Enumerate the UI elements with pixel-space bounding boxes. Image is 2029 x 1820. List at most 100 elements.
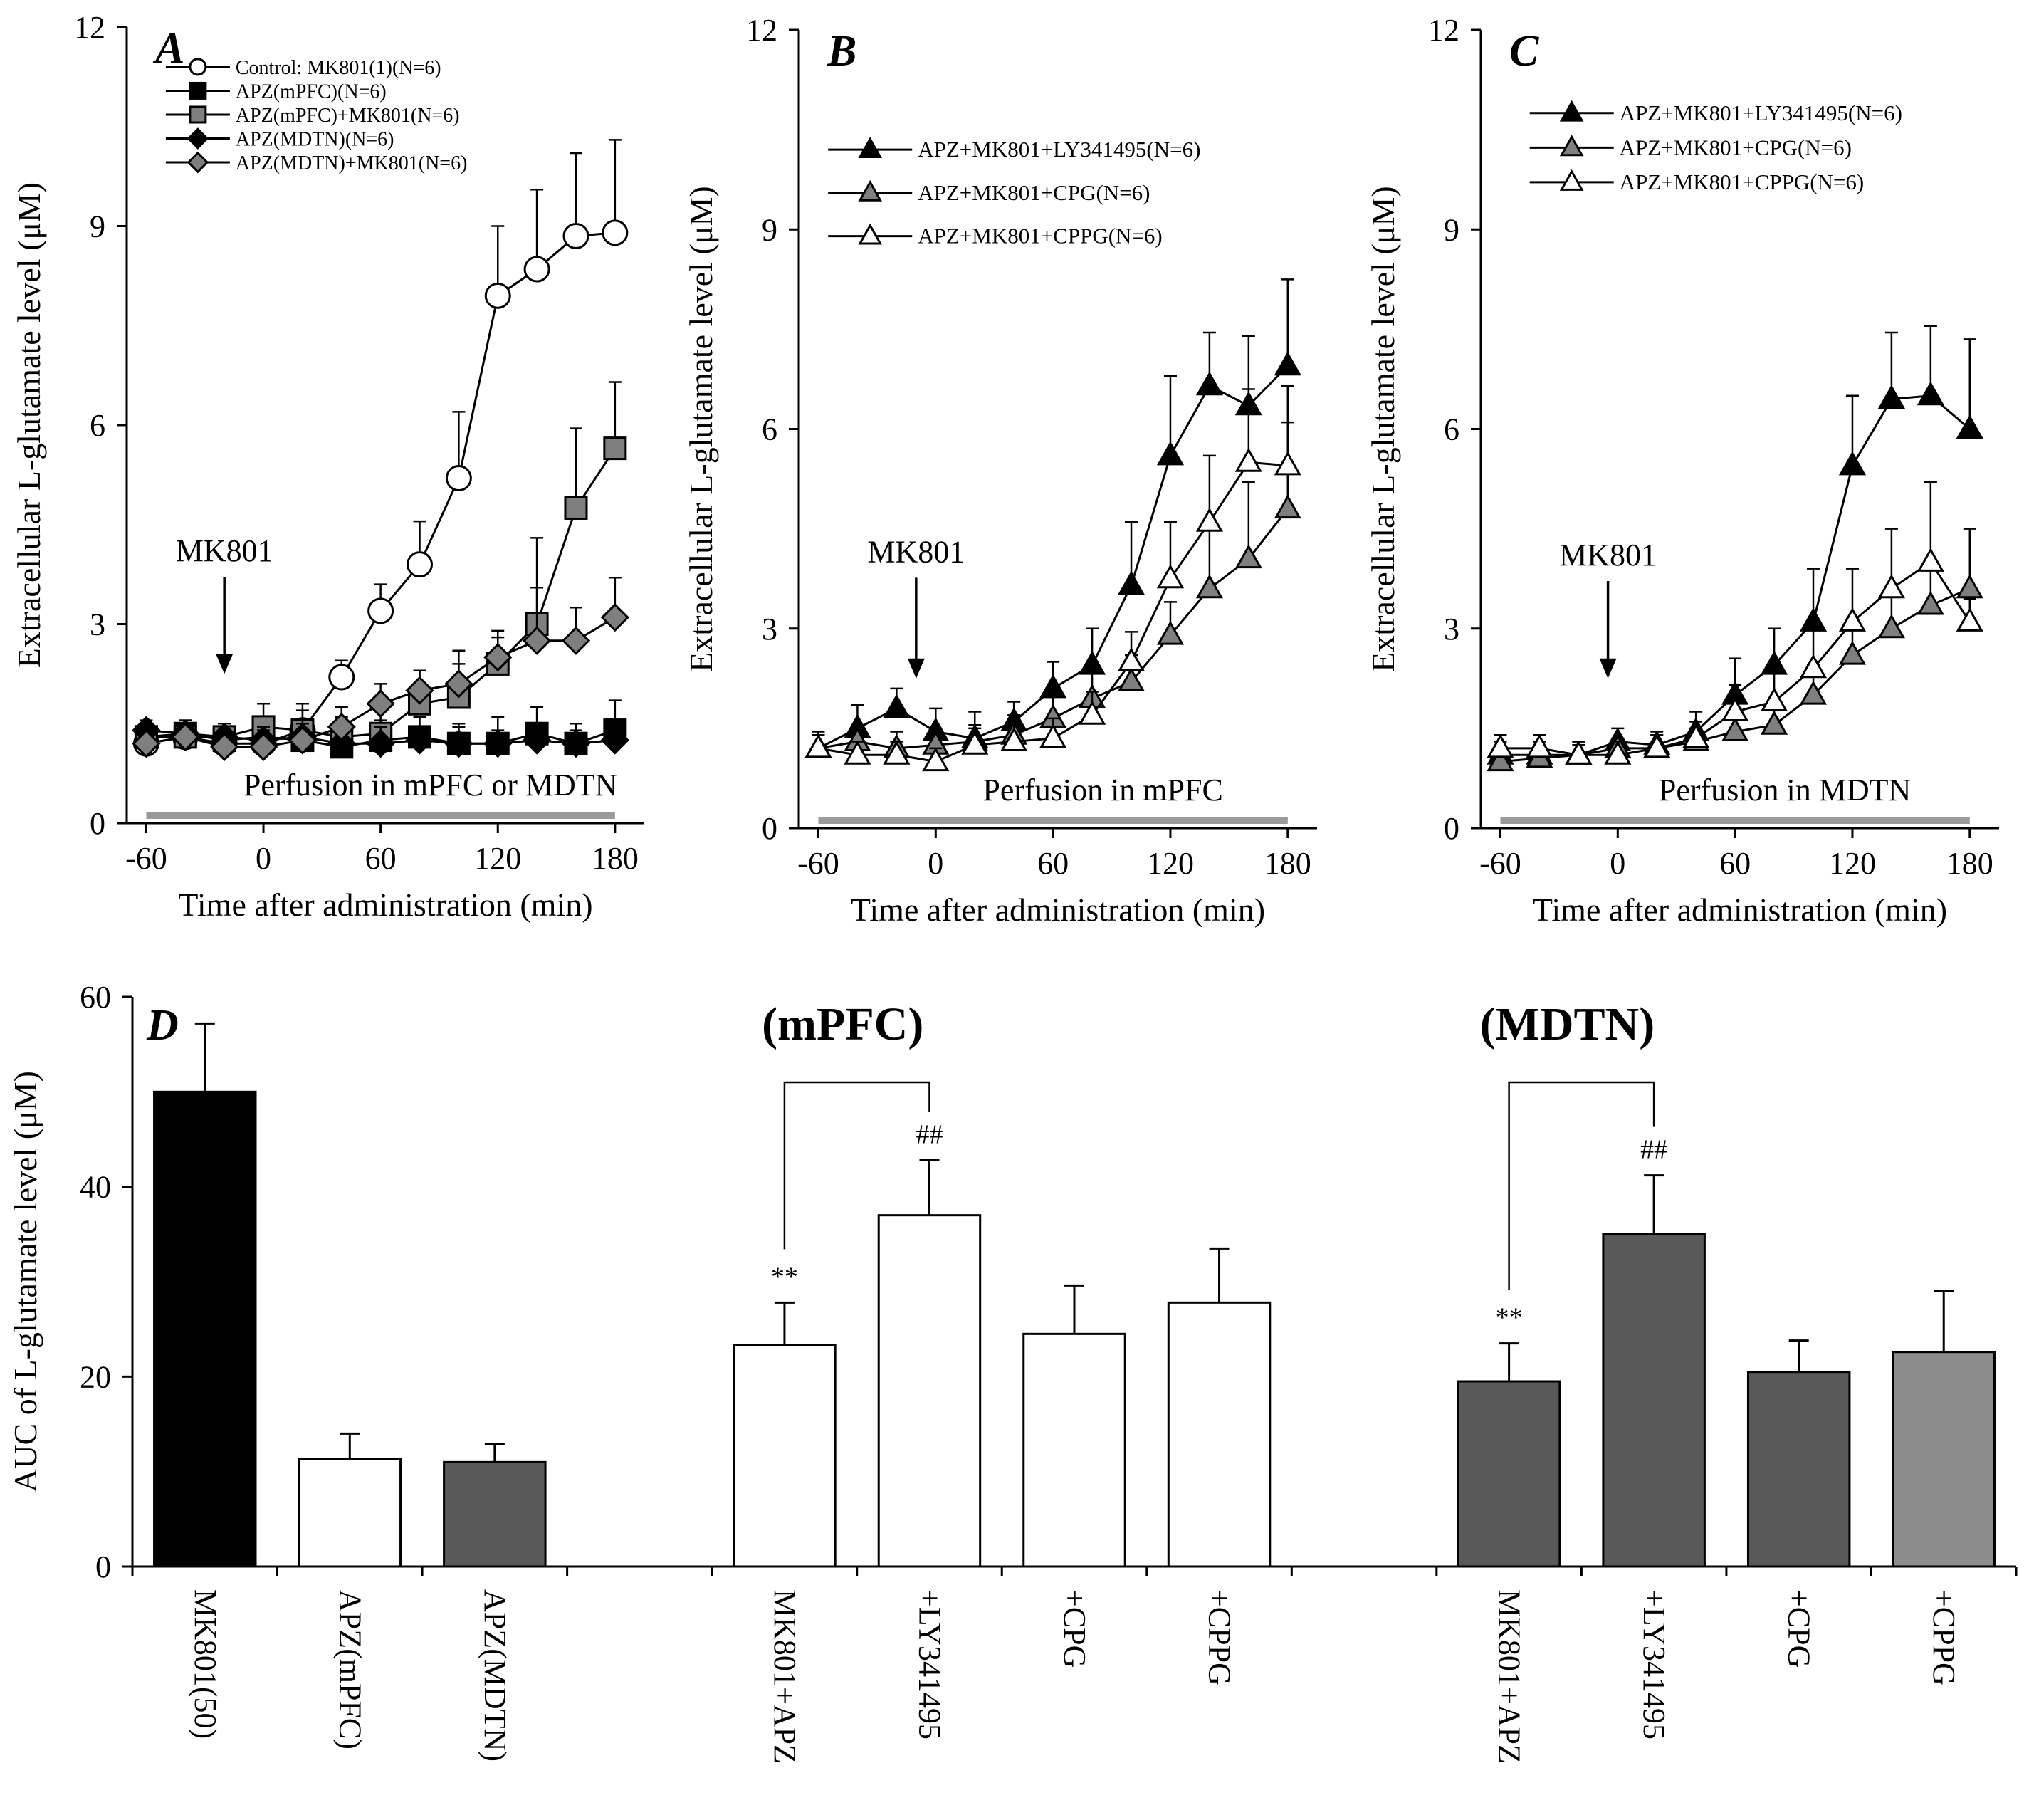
perfusion-label: Perfusion in mPFC or MDTN — [243, 768, 618, 802]
series-5 — [132, 577, 629, 761]
data-point — [523, 256, 550, 283]
data-point — [288, 726, 318, 755]
x-tick-label: 0 — [256, 841, 271, 876]
legend-marker — [1559, 135, 1584, 157]
category-label: +CPG — [1782, 1589, 1817, 1668]
perfusion-bar — [1500, 817, 1970, 824]
significance-marker: ** — [771, 1262, 798, 1292]
significance-marker: ## — [916, 1119, 943, 1149]
bar-group: ## +LY341495 — [1602, 1135, 1706, 1740]
category-label: MK801(50) — [188, 1589, 223, 1739]
data-point — [844, 740, 871, 765]
data-point — [366, 729, 395, 758]
data-point — [483, 642, 513, 672]
x-tick-label: -60 — [125, 841, 167, 876]
data-point — [407, 551, 434, 578]
bar — [298, 1458, 402, 1568]
data-point — [1643, 733, 1671, 758]
data-point — [1117, 647, 1145, 671]
data-point — [1274, 494, 1301, 519]
mk801-annotation: MK801 — [176, 533, 273, 568]
panel-d-bar-chart: 0 20 40 60 AUC of L-glutamate level (μM) D (mP… — [7, 980, 2018, 1764]
bar — [877, 1214, 982, 1568]
y-axis-title: Extracellular L-glutamate level (μM) — [1365, 186, 1401, 671]
data-point — [1877, 574, 1905, 599]
data-point — [961, 730, 989, 755]
data-point — [1761, 687, 1788, 712]
data-point — [1117, 667, 1145, 691]
legend-marker — [858, 179, 883, 202]
x-tick-label: 60 — [365, 841, 397, 876]
x-tick-label: 180 — [592, 841, 639, 876]
data-point — [1234, 544, 1262, 569]
y-tick-label: 6 — [762, 412, 777, 447]
perfusion-bar — [146, 812, 615, 819]
y-axis-title: Extracellular L-glutamate level (μM) — [11, 182, 47, 668]
data-point — [883, 740, 911, 765]
data-point — [1917, 548, 1944, 572]
data-point — [1721, 697, 1749, 722]
legend-marker — [189, 81, 207, 100]
x-tick-label: 120 — [1147, 846, 1194, 881]
data-point — [1156, 441, 1185, 466]
y-tick-label: 40 — [80, 1170, 111, 1205]
data-point — [367, 597, 394, 624]
region-label: (MDTN) — [1480, 998, 1655, 1050]
y-axis-title: AUC of L-glutamate level (μM) — [7, 1071, 43, 1492]
category-label: MK801+APZ — [767, 1589, 802, 1764]
legend-label: Control: MK801(1)(N=6) — [236, 57, 441, 79]
y-tick-label: 9 — [1444, 212, 1459, 247]
data-point — [562, 222, 589, 249]
y-tick-label: 0 — [762, 811, 777, 846]
data-point — [1156, 564, 1185, 589]
panel-letter: D — [146, 1001, 179, 1050]
data-point — [1877, 385, 1905, 409]
data-point — [561, 626, 591, 655]
data-point — [1000, 727, 1028, 752]
category-label: +LY341495 — [1637, 1589, 1672, 1740]
data-point — [600, 603, 629, 632]
series-line — [146, 231, 615, 745]
data-point — [1526, 733, 1553, 758]
data-point — [445, 465, 472, 492]
comparison-bracket — [783, 1081, 930, 1250]
data-point — [522, 626, 552, 655]
y-tick-label: 60 — [80, 980, 111, 1015]
x-tick-label: 0 — [928, 846, 943, 881]
legend-label: APZ+MK801+LY341495(N=6) — [1620, 100, 1902, 125]
data-point — [600, 726, 629, 755]
legend-marker — [1559, 169, 1584, 191]
legend-label: APZ+MK801+CPG(N=6) — [918, 180, 1150, 205]
series-2 — [804, 421, 1301, 758]
data-point — [522, 726, 552, 755]
data-point — [1039, 723, 1067, 748]
series-3 — [804, 385, 1301, 772]
series-3 — [1487, 481, 1983, 765]
data-point — [1917, 381, 1944, 406]
data-point — [1079, 700, 1106, 725]
x-tick-label: 120 — [474, 841, 521, 876]
bar — [1457, 1380, 1561, 1568]
perfusion-label: Perfusion in MDTN — [1659, 773, 1911, 807]
data-point — [922, 747, 950, 772]
y-tick-label: 12 — [1428, 13, 1459, 48]
x-tick-label: 180 — [1264, 846, 1311, 881]
panel-letter: B — [827, 27, 856, 75]
data-point — [1956, 414, 1983, 439]
y-tick-label: 20 — [80, 1359, 111, 1394]
data-point — [1195, 507, 1223, 532]
data-point — [1274, 351, 1301, 376]
data-point — [1838, 451, 1867, 476]
data-point — [1487, 747, 1514, 772]
data-point — [1604, 740, 1632, 765]
panel-b-line-chart: 0 3 6 9 12 -60 0 60 120 180 Extracellular L-glutam… — [683, 13, 1317, 928]
y-tick-label: 0 — [1444, 811, 1459, 846]
significance-marker: ## — [1640, 1135, 1667, 1165]
bar-group: APZ(mPFC) — [298, 1432, 402, 1750]
bar-group: +CPG — [1022, 1284, 1126, 1668]
data-point — [1156, 620, 1185, 645]
legend-label: APZ+MK801+CPPG(N=6) — [918, 224, 1163, 249]
data-point — [1799, 607, 1828, 632]
data-point — [1682, 723, 1710, 748]
data-point — [561, 729, 591, 758]
